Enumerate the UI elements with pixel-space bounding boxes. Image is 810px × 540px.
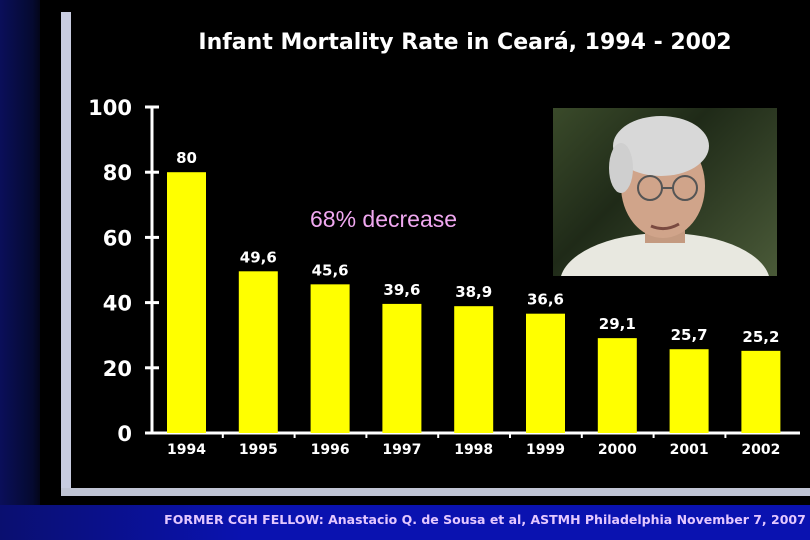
y-tick-label: 100 <box>88 96 132 120</box>
data-label: 38,9 <box>455 283 492 301</box>
data-label: 29,1 <box>599 315 636 333</box>
data-label: 49,6 <box>240 248 277 266</box>
y-tick-label: 60 <box>103 226 132 250</box>
x-tick-label: 1999 <box>526 442 565 458</box>
person-icon <box>561 116 769 276</box>
y-tick-label: 40 <box>103 292 132 316</box>
y-tick-label: 80 <box>103 161 132 185</box>
bar <box>167 172 206 433</box>
x-tick-label: 2002 <box>741 442 780 458</box>
bar <box>669 349 709 433</box>
bar <box>597 338 637 433</box>
bar <box>238 271 278 433</box>
chart-title: Infant Mortality Rate in Ceará, 1994 - 2… <box>198 30 732 55</box>
x-tick-label: 2001 <box>670 442 709 458</box>
data-label: 36,6 <box>527 291 564 309</box>
bar <box>310 284 350 433</box>
frame-left <box>61 12 71 496</box>
data-label: 25,2 <box>742 328 779 346</box>
y-tick-label: 0 <box>117 422 132 446</box>
x-tick-label: 1996 <box>311 442 350 458</box>
x-tick-label: 1998 <box>454 442 493 458</box>
data-label: 39,6 <box>383 281 420 299</box>
x-tick-label: 1997 <box>382 442 421 458</box>
bar <box>741 350 781 433</box>
x-tick-label: 1994 <box>167 442 206 458</box>
footer-band <box>0 505 810 540</box>
slide-caption: FORMER CGH FELLOW: Anastacio Q. de Sousa… <box>164 512 806 527</box>
bar <box>526 313 565 433</box>
y-tick-label: 20 <box>103 357 132 381</box>
bar <box>454 306 494 433</box>
data-label: 80 <box>176 149 197 167</box>
data-label: 45,6 <box>312 261 349 279</box>
annotation: 68% decrease <box>310 206 458 232</box>
bar <box>382 303 422 433</box>
frame-bottom <box>61 488 810 496</box>
x-tick-label: 2000 <box>598 442 637 458</box>
data-label: 25,7 <box>671 326 708 344</box>
x-tick-label: 1995 <box>239 442 278 458</box>
portrait-photo <box>553 108 777 276</box>
